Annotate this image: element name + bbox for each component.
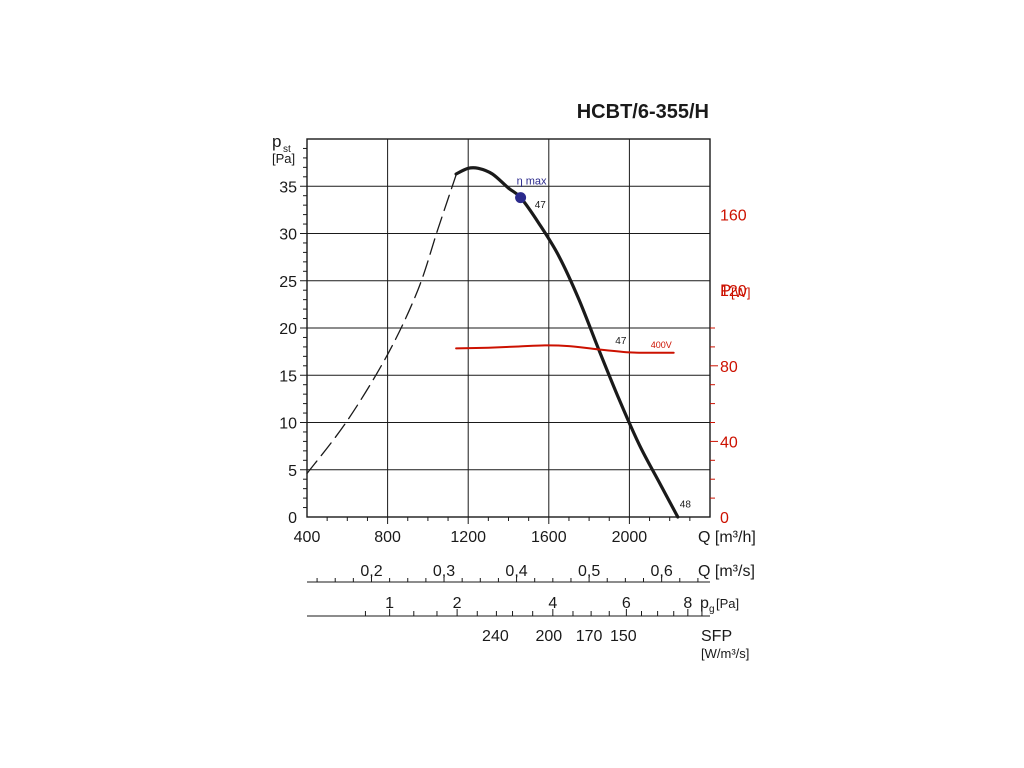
x-tick-label: 1600 bbox=[531, 529, 567, 546]
y-axis-unit: [Pa] bbox=[272, 151, 295, 166]
sfp-tick-label: 170 bbox=[576, 628, 603, 645]
x-tick-label: 400 bbox=[294, 529, 321, 546]
pressure-curve bbox=[454, 166, 680, 519]
x-tick-label: 2000 bbox=[612, 529, 648, 546]
sfp-tick-label: 150 bbox=[610, 628, 637, 645]
efficiency-label: 48 bbox=[680, 500, 692, 511]
sfp-axis-label: SFP bbox=[701, 628, 732, 645]
x-axis-label: Q [m³/h] bbox=[698, 529, 756, 546]
y2-axis-title: P [W] bbox=[720, 281, 751, 300]
x-tick-label: 1200 bbox=[450, 529, 486, 546]
pg-tick-label: 8 bbox=[683, 595, 692, 612]
y-axis-title: p st [Pa] bbox=[272, 132, 295, 166]
pg-tick-label: 6 bbox=[622, 595, 631, 612]
secondary-scales: 0,2 0,3 0,4 0,5 0,6 Q [m³/s] 1 2 4 6 8 p g [Pa] 240 200… bbox=[307, 563, 755, 661]
y2-tick-label: 0 bbox=[720, 510, 729, 527]
sfp-tick-label: 200 bbox=[535, 628, 562, 645]
flow-m3s-tick-label: 0,4 bbox=[505, 563, 527, 580]
flow-m3s-tick-label: 0,5 bbox=[578, 563, 600, 580]
pg-axis-subscript: g bbox=[709, 604, 715, 615]
series-label: 400V bbox=[651, 340, 672, 350]
y2-tick-label: 40 bbox=[720, 434, 738, 451]
annotations: η max 47 47 48 bbox=[515, 176, 691, 511]
y-axis-subscript: st bbox=[283, 144, 291, 155]
pg-axis-unit: [Pa] bbox=[716, 596, 739, 611]
y-tick-label: 25 bbox=[279, 274, 297, 291]
flow-m3s-axis-label: Q [m³/s] bbox=[698, 563, 755, 580]
y-tick-label: 15 bbox=[279, 368, 297, 385]
y2-axis-symbol: P bbox=[720, 281, 731, 300]
y2-tick-label: 120 bbox=[720, 283, 747, 300]
axis-ticks bbox=[300, 147, 718, 524]
y2-axis-unit: [W] bbox=[731, 285, 751, 300]
axis-tick-labels: 0 5 10 15 20 25 30 35 0 40 80 120 160 400 800 1200 1600 2… bbox=[279, 179, 756, 546]
data-series: 400V bbox=[306, 166, 680, 519]
sfp-axis-unit: [W/m³/s] bbox=[701, 646, 749, 661]
pressure-curve-unstable-dashed bbox=[306, 174, 457, 475]
y2-tick-label: 160 bbox=[720, 208, 747, 225]
y-axis-symbol: p bbox=[272, 132, 281, 151]
pg-tick-label: 2 bbox=[453, 595, 462, 612]
y-tick-label: 0 bbox=[288, 510, 297, 527]
y2-tick-label: 80 bbox=[720, 359, 738, 376]
eta-max-label: η max bbox=[517, 176, 547, 188]
y-tick-label: 10 bbox=[279, 416, 297, 433]
flow-m3s-tick-label: 0,2 bbox=[360, 563, 382, 580]
y-tick-label: 5 bbox=[288, 463, 297, 480]
y-tick-label: 30 bbox=[279, 227, 297, 244]
efficiency-label: 47 bbox=[535, 200, 547, 211]
eta-max-marker bbox=[515, 192, 527, 204]
pg-tick-label: 1 bbox=[385, 595, 394, 612]
pg-axis-symbol: p bbox=[700, 595, 709, 612]
grid-lines bbox=[306, 138, 711, 518]
pg-tick-label: 4 bbox=[548, 595, 557, 612]
efficiency-label: 47 bbox=[615, 336, 627, 347]
sfp-tick-label: 240 bbox=[482, 628, 509, 645]
chart-title: HCBT/6-355/H bbox=[577, 101, 709, 123]
x-tick-label: 800 bbox=[374, 529, 401, 546]
y-tick-label: 20 bbox=[279, 321, 297, 338]
flow-m3s-tick-label: 0,6 bbox=[651, 563, 673, 580]
flow-m3s-tick-label: 0,3 bbox=[433, 563, 455, 580]
power-curve-400v bbox=[455, 344, 675, 354]
y-tick-label: 35 bbox=[279, 179, 297, 196]
